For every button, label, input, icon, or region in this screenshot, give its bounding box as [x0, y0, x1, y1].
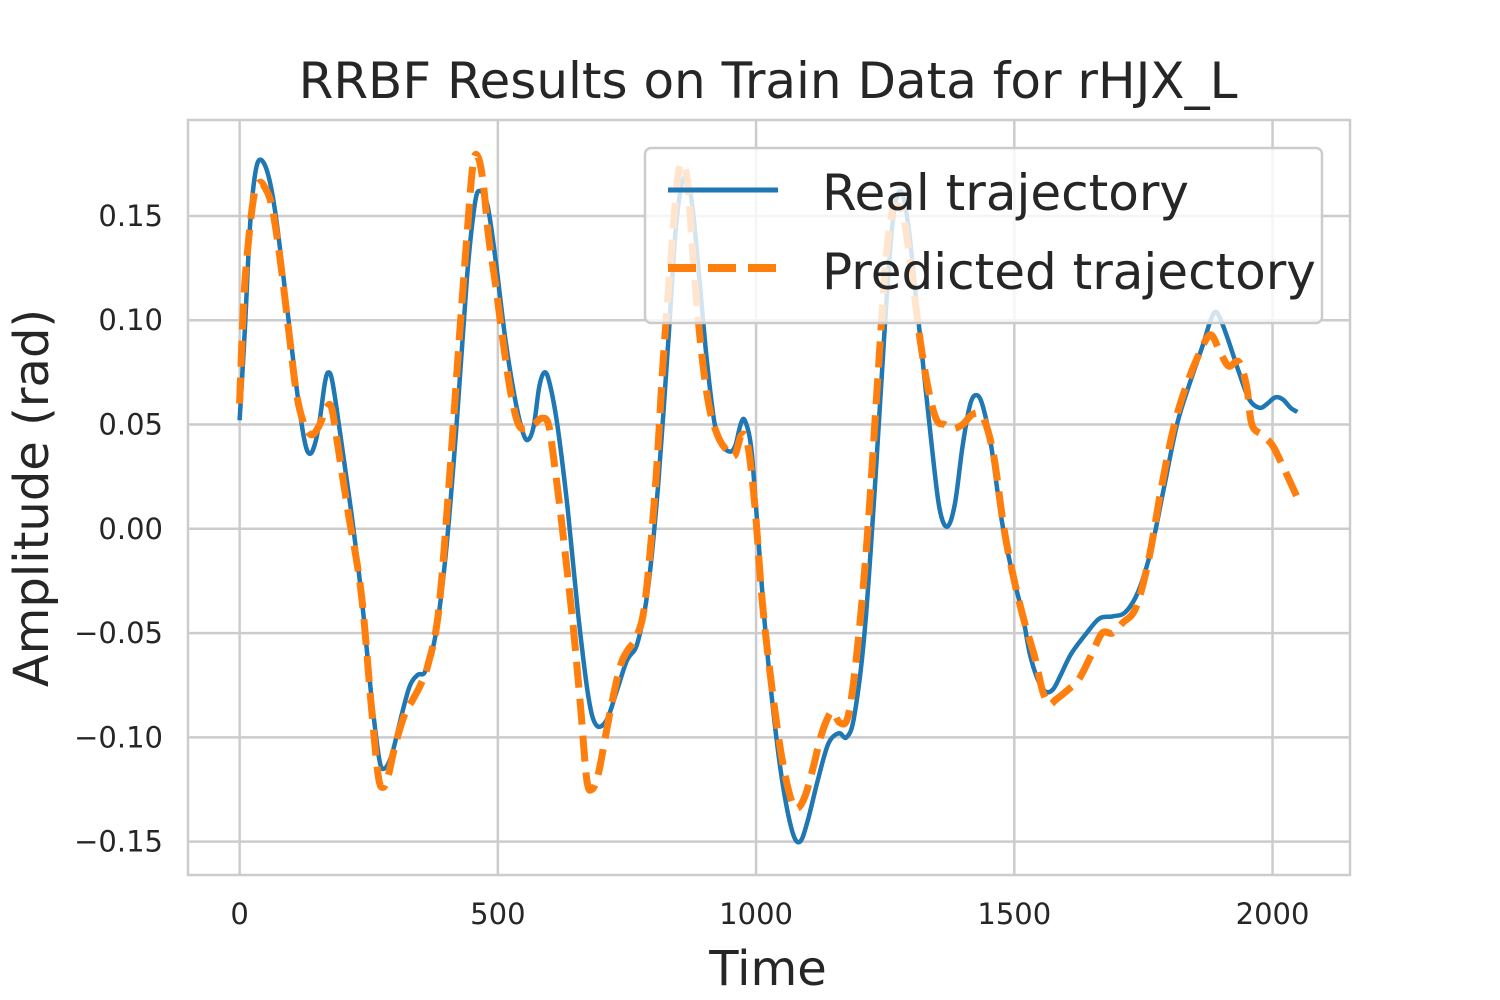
y-tick-label: 0.15 — [98, 199, 163, 233]
tick-labels: 0 500 1000 1500 2000 −0.15 −0.10 −0.05 0.00 0.05 0… — [74, 199, 1309, 931]
y-tick-label: −0.15 — [74, 825, 163, 859]
y-tick-label: 0.10 — [98, 303, 163, 337]
y-tick-label: 0.00 — [98, 512, 163, 546]
legend-label-predicted: Predicted trajectory — [822, 243, 1316, 301]
predicted-trajectory-line — [236, 150, 1301, 812]
y-tick-label: 0.05 — [98, 408, 163, 442]
real-trajectory-line — [237, 157, 1299, 845]
x-tick-label: 500 — [470, 897, 525, 931]
x-tick-label: 1500 — [977, 897, 1051, 931]
chart-title: RRBF Results on Train Data for rHJX_L — [299, 52, 1238, 110]
series-layer — [236, 150, 1301, 845]
legend-label-real: Real trajectory — [822, 164, 1189, 222]
x-tick-label: 0 — [230, 897, 248, 931]
y-tick-label: −0.05 — [74, 616, 163, 650]
legend-box — [643, 146, 1324, 325]
legend: Real trajectory Predicted trajectory — [643, 146, 1324, 325]
x-tick-label: 2000 — [1236, 897, 1310, 931]
plot-frame — [186, 118, 1352, 877]
y-axis-label: Amplitude (rad) — [4, 309, 60, 687]
y-tick-label: −0.10 — [74, 720, 163, 754]
x-axis-label: Time — [708, 941, 826, 997]
x-tick-label: 1000 — [719, 897, 793, 931]
